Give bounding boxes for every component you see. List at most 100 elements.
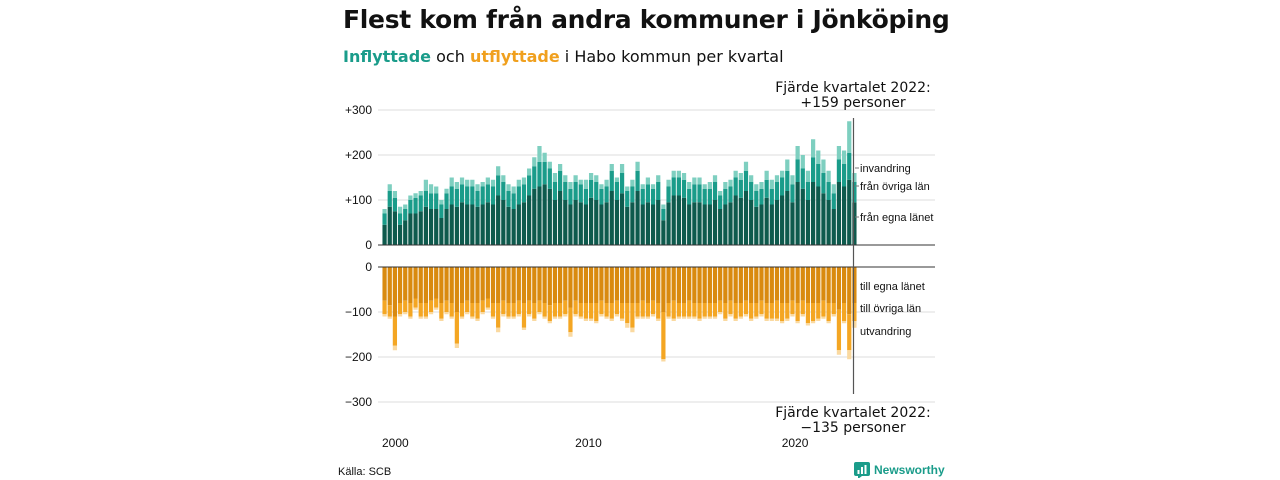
inflow-bar-segment [795, 146, 800, 160]
bottom-y-tick-label: −200 [345, 350, 372, 364]
inflow-bar-segment [707, 182, 712, 189]
outflow-bar-segment [428, 300, 434, 312]
inflow-bar-segment [712, 175, 718, 182]
outflow-bar-segment [816, 318, 821, 321]
outflow-bar-segment [516, 314, 521, 317]
inflow-bar-segment [588, 197, 594, 245]
outflow-bar-segment [449, 316, 454, 319]
outflow-bar-segment [821, 300, 826, 317]
outflow-bar-segment [718, 312, 723, 315]
outflow-bar-segment [614, 300, 620, 315]
outflow-bar-segment [749, 318, 754, 321]
outflow-bar-segment [609, 303, 614, 319]
top-y-tick-label: 0 [365, 238, 372, 252]
outflow-bar-segment [521, 267, 527, 303]
inflow-bar-segment [609, 191, 614, 245]
axes [378, 118, 935, 394]
outflow-bar-segment [811, 321, 816, 324]
inflow-bar-segment [578, 179, 583, 185]
inflow-bar-segment [485, 184, 490, 203]
inflow-bar-segment [805, 200, 811, 245]
outflow-bar-segment [795, 267, 800, 303]
outflow-bar-segment [780, 321, 785, 324]
inflow-bar-segment [506, 191, 511, 207]
outflow-bar-segment [640, 300, 645, 317]
inflow-bar-segment [542, 152, 547, 162]
outflow-bar-segment [769, 303, 774, 319]
outflow-bar-segment [444, 267, 449, 301]
outflow-bar-segment [697, 267, 702, 303]
inflow-bar-segment [475, 206, 480, 245]
inflow-bar-segment [676, 195, 681, 245]
inflow-bar-segment [754, 191, 759, 207]
inflow-bar-segment [465, 179, 470, 187]
inflow-bar-segment [423, 179, 428, 191]
outflow-bar-segment [743, 300, 749, 315]
outflow-bar-segment [439, 318, 444, 321]
inflow-bar-segment [692, 202, 697, 245]
inflow-bar-segment [656, 175, 661, 182]
outflow-bar-segment [764, 267, 769, 303]
inflow-bar-segment [408, 200, 413, 214]
inflow-bar-segment [418, 211, 423, 245]
outflow-bar-segment [547, 305, 552, 321]
outflow-bar-segment [836, 309, 842, 351]
outflow-bar-segment [439, 267, 444, 303]
inflow-bar-segment [568, 182, 573, 189]
outflow-bar-segment [465, 267, 470, 301]
inflow-bar-segment [635, 161, 640, 171]
outflow-bar-segment [774, 267, 780, 301]
outflow-bar-segment [738, 316, 743, 319]
outflow-bar-segment [501, 314, 506, 317]
inflow-bar-segment [795, 159, 800, 182]
outflow-bar-segment [387, 305, 392, 317]
outflow-bar-segment [847, 267, 852, 315]
outflow-bar-segment [542, 267, 547, 303]
outflow-bar-segment [496, 267, 501, 303]
outflow-bar-segment [759, 300, 764, 315]
top-y-tick-label: +200 [345, 148, 372, 162]
inflow-bar-segment [625, 186, 630, 191]
inflow-bar-segment [423, 191, 428, 207]
inflow-bar-segment [558, 164, 563, 171]
outflow-bar-segment [573, 300, 578, 315]
inflow-bar-segment [671, 170, 676, 178]
outflow-bar-segment [831, 303, 836, 315]
top-y-tick-label: +300 [345, 103, 372, 117]
outflow-bar-segment [681, 303, 687, 317]
inflow-bar-segment [454, 182, 459, 189]
inflow-bar-segment [573, 200, 578, 245]
inflow-bar-segment [841, 150, 847, 164]
inflow-bar-segment [723, 182, 728, 189]
outflow-bar-segment [738, 267, 743, 303]
outflow-bar-segment [723, 318, 728, 321]
outflow-bar-segment [811, 267, 816, 303]
outflow-bar-segment [413, 298, 418, 308]
outflow-bar-segment [568, 307, 573, 333]
outflow-bar-segment [521, 327, 527, 330]
outflow-bar-segment [588, 303, 594, 319]
inflow-bar-segment [687, 182, 692, 189]
outflow-bar-segment [614, 314, 620, 317]
inflow-bar-segment [428, 209, 434, 245]
outflow-bar-segment [826, 267, 831, 303]
inflow-bar-segment [397, 206, 403, 214]
outflow-bar-segment [485, 307, 490, 310]
outflow-bar-segment [852, 303, 857, 321]
inflow-bar-segment [594, 182, 599, 200]
inflow-bar-segment [692, 184, 697, 203]
outflow-bar-segment [418, 267, 423, 303]
subtitle-inflow-word: Inflyttade [343, 47, 432, 66]
inflow-bar-segment [826, 170, 831, 182]
inflow-bar-segment [764, 179, 769, 198]
inflow-bar-segment [403, 209, 408, 221]
inflow-bar-segment [434, 186, 439, 194]
inflow-bar-segment [521, 184, 527, 203]
inflow-bar-segment [480, 204, 485, 245]
outflow-bar-segment [588, 267, 594, 303]
inflow-bar-segment [619, 164, 625, 173]
outflow-bar-segment [532, 318, 537, 321]
outflow-bar-segment [847, 350, 852, 360]
inflow-bar-segment [563, 200, 568, 245]
inflow-bar-segment [826, 182, 831, 200]
